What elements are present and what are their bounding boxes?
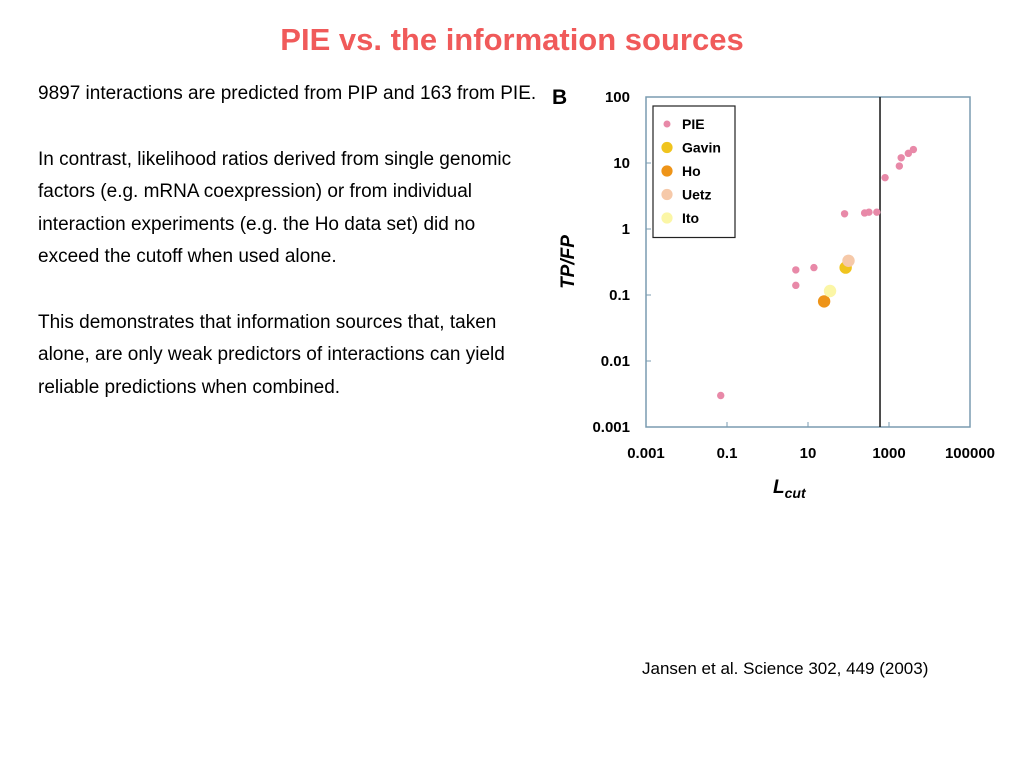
data-point-pie xyxy=(895,162,904,170)
tp-fp-scatter-chart: B 0.001 0.1 10 1000 100000 0.001 0.01 0.1 1 10 100 L… xyxy=(552,86,995,501)
paragraph-conclusion: This demonstrates that information sourc… xyxy=(38,311,505,398)
data-point-pie xyxy=(792,281,800,290)
data-point-uetz xyxy=(842,254,855,267)
x-tick-label: 0.001 xyxy=(627,445,665,462)
y-tick-label: 100 xyxy=(605,89,630,106)
body-text: 9897 interactions are predicted from PIP… xyxy=(38,78,538,437)
x-tick-label: 100000 xyxy=(945,445,995,462)
y-tick-label: 10 xyxy=(613,155,630,172)
data-point-pie xyxy=(909,145,918,154)
data-point-pie xyxy=(840,210,849,218)
panel-label: B xyxy=(552,86,567,109)
legend-marker-ho xyxy=(661,165,673,177)
legend-label-ho: Ho xyxy=(682,163,701,179)
x-tick-label: 0.1 xyxy=(717,445,738,462)
data-point-ito xyxy=(823,284,837,298)
y-tick-label: 0.001 xyxy=(592,419,630,436)
data-point-pie xyxy=(897,154,905,162)
paragraph-predictions: 9897 interactions are predicted from PIP… xyxy=(38,83,537,104)
legend-label-pie: PIE xyxy=(682,116,705,132)
legend-label-uetz: Uetz xyxy=(682,187,712,203)
legend-marker-gavin xyxy=(661,141,673,154)
data-point-ho xyxy=(817,295,831,308)
legend-label-gavin: Gavin xyxy=(682,140,721,156)
y-tick-label: 0.01 xyxy=(601,353,630,370)
data-point-pie xyxy=(865,208,873,216)
data-point-pie xyxy=(881,173,889,182)
legend-marker-uetz xyxy=(661,188,673,201)
paragraph-contrast: In contrast, likelihood ratios derived f… xyxy=(38,148,512,268)
y-tick-label: 0.1 xyxy=(609,287,630,304)
data-point-pie xyxy=(810,263,818,272)
x-tick-label: 1000 xyxy=(872,445,905,462)
legend-marker-pie xyxy=(663,120,671,128)
x-tick-label: 10 xyxy=(800,445,817,462)
data-point-pie xyxy=(873,208,881,216)
data-point-pie xyxy=(904,149,913,158)
data-point-pie xyxy=(717,391,725,400)
legend-marker-ito xyxy=(661,212,673,224)
legend-label-ito: Ito xyxy=(682,210,699,226)
slide-title: PIE vs. the information sources xyxy=(280,22,744,57)
y-tick-label: 1 xyxy=(622,221,630,238)
y-axis-label: TP/FP xyxy=(558,235,579,289)
x-axis-label: Lcut xyxy=(773,477,807,501)
citation: Jansen et al. Science 302, 449 (2003) xyxy=(642,659,929,678)
data-point-pie xyxy=(792,266,800,274)
